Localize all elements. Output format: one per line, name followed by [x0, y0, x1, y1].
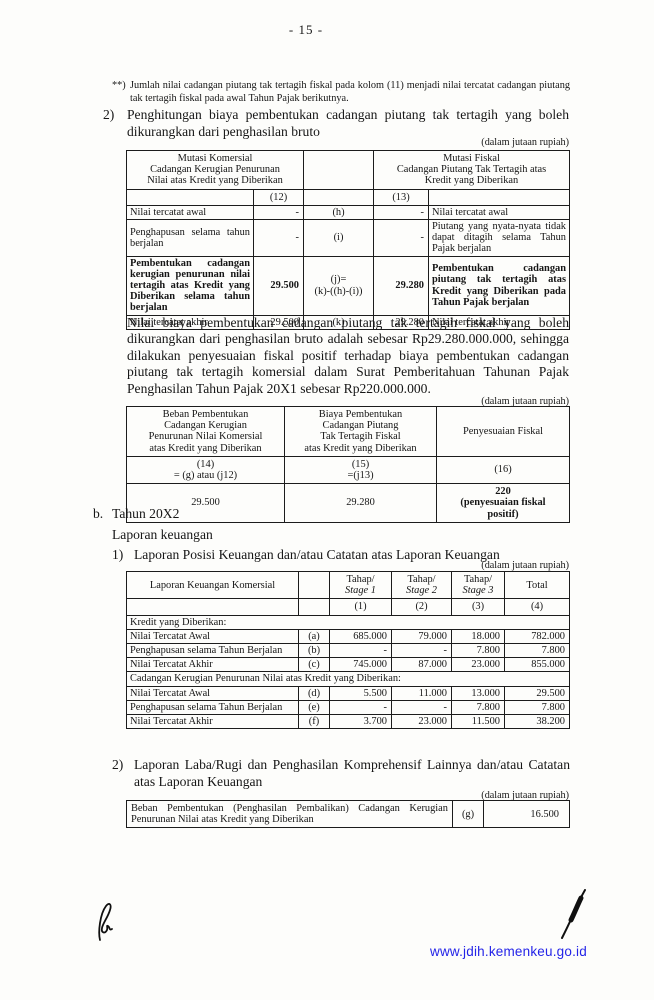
header-penyesuaian: Penyesuaian Fiskal: [436, 406, 570, 457]
table-row: Nilai Tercatat Akhir (c) 745.000 87.000 …: [126, 657, 570, 673]
header-stage-2: Tahap/Stage 2: [391, 570, 452, 600]
section-2-label: 2): [103, 107, 115, 122]
footnote: **) Jumlah nilai cadangan piutang tak te…: [112, 80, 570, 105]
unit-note-1: (dalam jutaan rupiah): [481, 137, 569, 148]
cell-value: 29.280: [373, 314, 429, 330]
cell-label: Nilai tercatat akhir: [126, 314, 254, 330]
table-row: Penghapusan selama tahun berjalan - (i) …: [126, 219, 570, 257]
unit-note-3: (dalam jutaan rupiah): [481, 560, 569, 571]
table-row: Nilai tercatat akhir 29.500 (k) 29.280 N…: [126, 314, 570, 330]
cell-value: 29.500: [253, 314, 304, 330]
footnote-marker: **): [112, 80, 126, 91]
cell-label: Nilai tercatat akhir: [428, 314, 570, 330]
col-13: (13): [373, 188, 429, 206]
cell-value: 16.500: [483, 799, 570, 829]
table-row: Nilai Tercatat Awal (a) 685.000 79.000 1…: [126, 628, 570, 645]
table-row-pembentukan: Pembentukan cadangan kerugian penurunan …: [126, 255, 570, 316]
cell-label: Pembentukan cadangan kerugian penurunan …: [126, 255, 254, 316]
section-2-heading: 2) Penghitungan biaya pembentukan cadang…: [103, 107, 569, 140]
section-2-title: Penghitungan biaya pembentukan cadangan …: [127, 107, 569, 139]
cell-code: (k): [303, 314, 374, 330]
header-blank: [303, 150, 374, 190]
section-b1-label: 1): [112, 547, 124, 562]
section-b-heading: b. Tahun 20X2: [93, 506, 563, 523]
cell-code: (16): [436, 455, 570, 485]
cell-value: 29.280: [373, 255, 429, 316]
cell-value: 29.500: [253, 255, 304, 316]
col-12: (12): [253, 188, 304, 206]
table-penyesuaian-header-row: Beban Pembentukan Cadangan Kerugian Penu…: [126, 406, 570, 457]
section-b-label: b.: [93, 506, 104, 521]
cell-label: Penghapusan selama tahun berjalan: [126, 219, 254, 257]
body-paragraph: Nilai biaya pembentukan cadangan piutang…: [127, 315, 569, 396]
col-1: (1): [329, 598, 392, 616]
handwritten-initial-left: [98, 903, 113, 941]
table-penyesuaian-value-row: 29.500 29.280 220 (penyesuaian fiskal po…: [126, 483, 570, 523]
cell-label: Pembentukan cadangan piutang tak tertagi…: [428, 255, 570, 316]
cell-label: Nilai tercatat awal: [126, 204, 254, 221]
header-stage-1: Tahap/Stage 1: [329, 570, 392, 600]
page-number: - 15 -: [288, 22, 324, 37]
cell-value: -: [373, 204, 429, 221]
cell-code: (15) =(j13): [284, 455, 437, 485]
cell-code: (g): [452, 799, 484, 829]
header-mutasi-fiskal: Mutasi Fiskal Cadangan Piutang Tak Terta…: [373, 150, 570, 190]
header-beban: Beban Pembentukan Cadangan Kerugian Penu…: [126, 406, 285, 457]
section-b1-title: Laporan Posisi Keuangan dan/atau Catatan…: [134, 547, 500, 562]
cell-label: Piutang yang nyata-nyata tidak dapat dit…: [428, 219, 570, 257]
table-mutasi-header-row: Mutasi Komersial Cadangan Kerugian Penur…: [126, 150, 570, 190]
table-laporan-posisi: Laporan Keuangan Komersial Tahap/Stage 1…: [126, 570, 570, 730]
cell-label: Nilai tercatat awal: [428, 204, 570, 221]
cell-value: -: [253, 219, 304, 257]
table-row: Nilai Tercatat Awal (d) 5.500 11.000 13.…: [126, 685, 570, 701]
section-b2-heading: 2) Laporan Laba/Rugi dan Penghasilan Kom…: [112, 757, 570, 790]
col-2: (2): [391, 598, 452, 616]
table-posisi-colnum-row: (1) (2) (3) (4): [126, 598, 570, 616]
section-b-title: Tahun 20X2: [112, 506, 180, 521]
header-total: Total: [504, 570, 570, 600]
table-beban: Beban Pembentukan (Penghasilan Pembalika…: [126, 799, 570, 829]
header-laporan-komersial: Laporan Keuangan Komersial: [126, 570, 299, 600]
group-row-cadangan: Cadangan Kerugian Penurunan Nilai atas K…: [126, 671, 570, 687]
footnote-text: Jumlah nilai cadangan piutang tak tertag…: [130, 80, 570, 104]
col-3: (3): [451, 598, 505, 616]
header-stage-3: Tahap/Stage 3: [451, 570, 505, 600]
cell-label: Beban Pembentukan (Penghasilan Pembalika…: [126, 799, 453, 829]
unit-note-2: (dalam jutaan rupiah): [481, 396, 569, 407]
header-biaya: Biaya Pembentukan Cadangan Piutang Tak T…: [284, 406, 437, 457]
table-row: Nilai tercatat awal - (h) - Nilai tercat…: [126, 204, 570, 221]
unit-note-4: (dalam jutaan rupiah): [481, 790, 569, 801]
cell-value: -: [253, 204, 304, 221]
col-4: (4): [504, 598, 570, 616]
table-beban-row: Beban Pembentukan (Penghasilan Pembalika…: [126, 799, 570, 829]
table-penyesuaian: Beban Pembentukan Cadangan Kerugian Penu…: [126, 406, 570, 523]
cell-value: 29.500: [126, 483, 285, 523]
header-mutasi-komersial: Mutasi Komersial Cadangan Kerugian Penur…: [126, 150, 304, 190]
cell-value-penyesuaian: 220 (penyesuaian fiskal positif): [436, 483, 570, 523]
cell-code: (h): [303, 204, 374, 221]
table-row: Penghapusan selama Tahun Berjalan (b) - …: [126, 643, 570, 659]
cell-value: -: [373, 219, 429, 257]
laporan-keuangan-subtitle: Laporan keuangan: [112, 527, 213, 542]
table-posisi-header-row: Laporan Keuangan Komersial Tahap/Stage 1…: [126, 570, 570, 600]
handwritten-mark-right: [561, 889, 586, 939]
group-row-kredit: Kredit yang Diberikan:: [126, 614, 570, 630]
table-mutasi-colnum-row: (12) (13): [126, 188, 570, 206]
section-b2-label: 2): [112, 757, 124, 772]
cell-code: (j)= (k)-((h)-(i)): [303, 255, 374, 316]
table-row: Penghapusan selama Tahun Berjalan (e) - …: [126, 699, 570, 716]
table-penyesuaian-code-row: (14) = (g) atau (j12) (15) =(j13) (16): [126, 455, 570, 485]
section-b2-title: Laporan Laba/Rugi dan Penghasilan Kompre…: [134, 757, 570, 789]
table-row: Nilai Tercatat Akhir (f) 3.700 23.000 11…: [126, 714, 570, 730]
table-mutasi: Mutasi Komersial Cadangan Kerugian Penur…: [126, 150, 570, 330]
cell-code: (14) = (g) atau (j12): [126, 455, 285, 485]
section-b1-heading: 1) Laporan Posisi Keuangan dan/atau Cata…: [112, 547, 570, 564]
cell-code: (i): [303, 219, 374, 257]
jdih-website-link[interactable]: www.jdih.kemenkeu.go.id: [430, 944, 587, 959]
